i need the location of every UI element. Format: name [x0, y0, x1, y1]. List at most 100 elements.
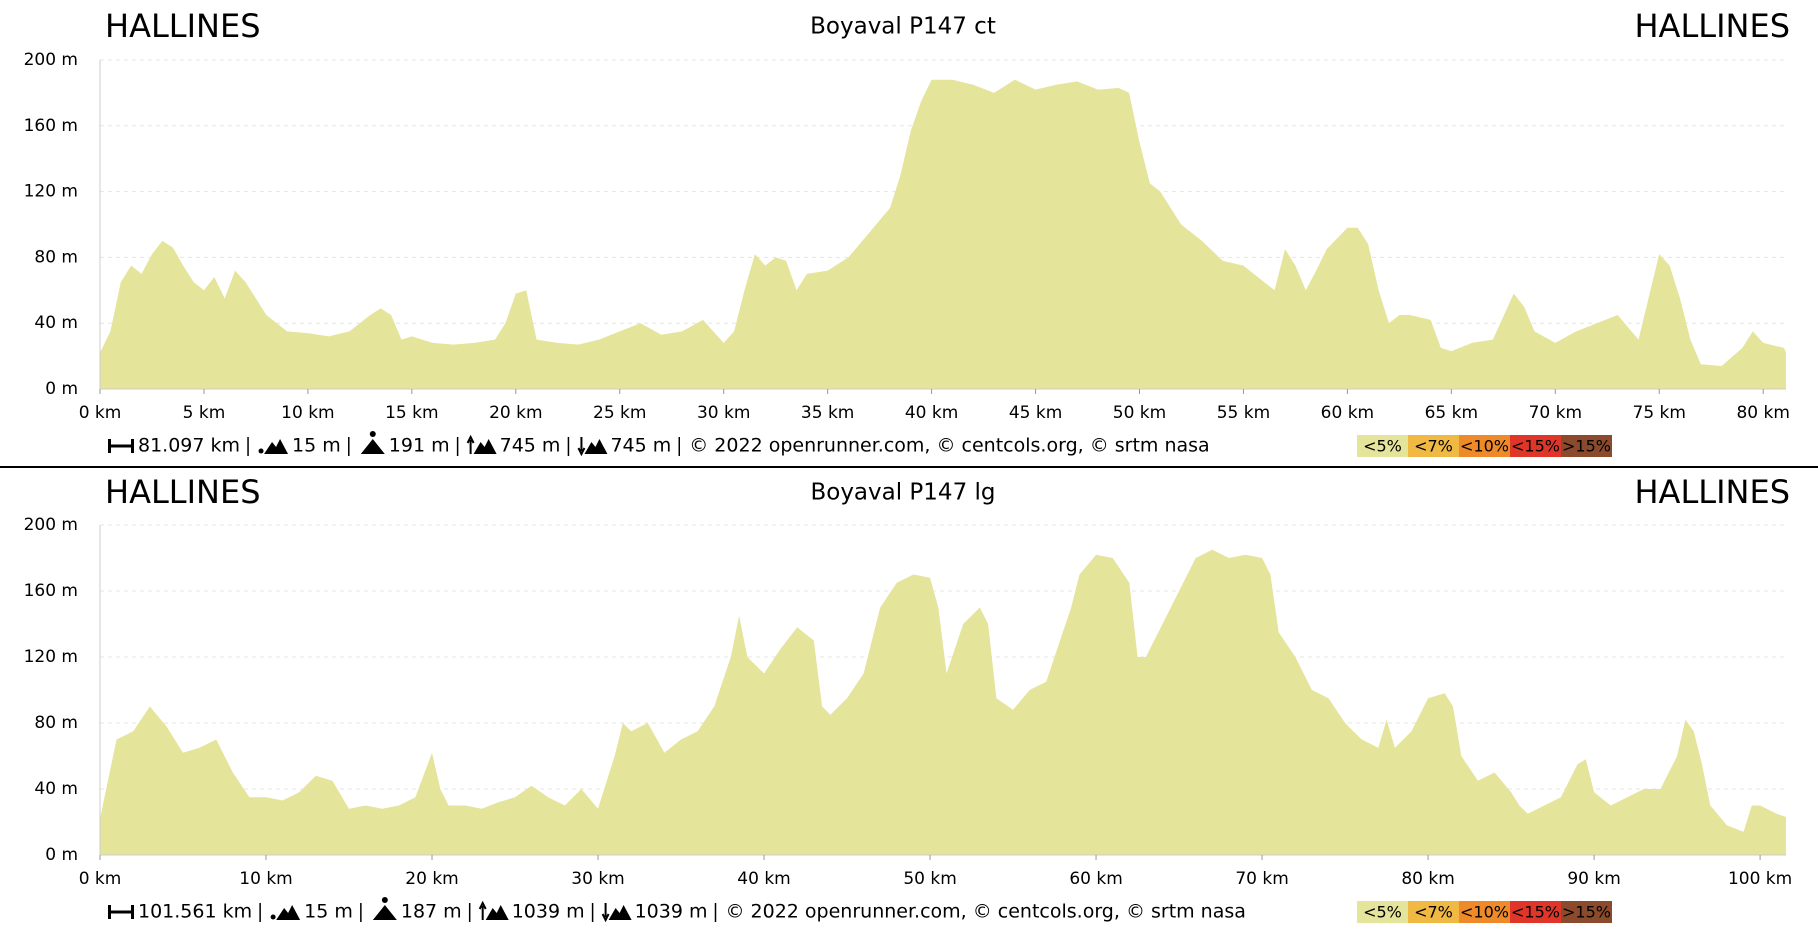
stat-max-elevation: 187 m: [401, 901, 462, 923]
legend-label: <7%: [1414, 903, 1453, 922]
x-tick-label: 5 km: [183, 403, 226, 423]
legend-label: <10%: [1460, 437, 1509, 456]
end-label: HALLINES: [1634, 7, 1790, 45]
x-tick-label: 50 km: [1113, 403, 1166, 423]
start-label: HALLINES: [105, 473, 261, 511]
legend-swatch: [1357, 901, 1408, 923]
legend-swatch: [1408, 901, 1459, 923]
stat-max-elevation: 191 m: [389, 435, 450, 457]
stat-ascent: 745 m: [500, 435, 561, 457]
end-label: HALLINES: [1634, 473, 1790, 511]
x-tick-label: 65 km: [1425, 403, 1478, 423]
legend-label: >15%: [1562, 437, 1611, 456]
x-tick-label: 90 km: [1567, 869, 1620, 889]
y-tick-label: 40 m: [34, 779, 78, 799]
x-tick-label: 80 km: [1736, 403, 1789, 423]
legend-label: <15%: [1511, 903, 1560, 922]
x-tick-label: 50 km: [903, 869, 956, 889]
y-tick-label: 160 m: [24, 116, 78, 136]
ascent-icon: [473, 439, 497, 454]
elevation-area: [100, 549, 1786, 855]
x-tick-label: 0 km: [79, 403, 122, 423]
ascent-icon: [466, 434, 475, 454]
legend-swatch: [1510, 901, 1561, 923]
y-tick-label: 80 m: [34, 247, 78, 267]
stat-min-elevation: 15 m: [292, 435, 341, 457]
max-icon: [360, 439, 385, 454]
legend-label: <10%: [1460, 903, 1509, 922]
stat-descent: 1039 m: [635, 901, 708, 923]
min-icon: [276, 905, 301, 920]
legend-label: <5%: [1363, 903, 1402, 922]
x-tick-label: 15 km: [385, 403, 438, 423]
x-tick-label: 45 km: [1009, 403, 1062, 423]
min-icon: [270, 914, 276, 920]
x-tick-label: 0 km: [79, 869, 122, 889]
ascent-icon: [485, 905, 509, 920]
x-tick-label: 60 km: [1321, 403, 1374, 423]
y-tick-label: 40 m: [34, 313, 78, 333]
x-tick-label: 10 km: [239, 869, 292, 889]
ascent-icon: [478, 900, 487, 920]
x-tick-label: 80 km: [1401, 869, 1454, 889]
legend-label: <15%: [1511, 437, 1560, 456]
descent-icon: [601, 903, 610, 923]
stat-descent: 745 m: [610, 435, 671, 457]
x-tick-label: 70 km: [1529, 403, 1582, 423]
max-icon: [381, 897, 388, 903]
descent-icon: [608, 905, 632, 920]
x-tick-label: 20 km: [489, 403, 542, 423]
descent-icon: [584, 439, 608, 454]
start-label: HALLINES: [105, 7, 261, 45]
stat-min-elevation: 15 m: [304, 901, 353, 923]
y-tick-label: 200 m: [24, 515, 78, 535]
y-tick-label: 120 m: [24, 647, 78, 667]
x-tick-label: 25 km: [593, 403, 646, 423]
y-tick-label: 120 m: [24, 182, 78, 202]
x-tick-label: 20 km: [405, 869, 458, 889]
descent-icon: [577, 437, 586, 457]
x-tick-label: 35 km: [801, 403, 854, 423]
stat-distance: 101.561 km: [138, 901, 252, 923]
max-icon: [369, 431, 376, 437]
legend-label: <5%: [1363, 437, 1402, 456]
y-tick-label: 200 m: [24, 50, 78, 70]
y-tick-label: 0 m: [45, 379, 78, 399]
chart-title: Boyaval P147 ct: [810, 14, 996, 40]
y-tick-label: 80 m: [34, 713, 78, 733]
legend-swatch: [1561, 901, 1612, 923]
x-tick-label: 40 km: [905, 403, 958, 423]
max-icon: [372, 905, 397, 920]
x-tick-label: 10 km: [281, 403, 334, 423]
elevation-area: [100, 79, 1786, 389]
legend-swatch: [1357, 435, 1408, 457]
y-tick-label: 0 m: [45, 845, 78, 865]
legend-swatch: [1561, 435, 1612, 457]
chart-title: Boyaval P147 lg: [810, 480, 995, 506]
min-icon: [264, 439, 289, 454]
distance-icon: [108, 910, 132, 914]
x-tick-label: 55 km: [1217, 403, 1270, 423]
stat-credits: © 2022 openrunner.com, © centcols.org, ©…: [726, 901, 1246, 923]
x-tick-label: 30 km: [571, 869, 624, 889]
x-tick-label: 30 km: [697, 403, 750, 423]
stat-distance: 81.097 km: [138, 435, 240, 457]
x-tick-label: 100 km: [1728, 869, 1792, 889]
legend-swatch: [1459, 435, 1510, 457]
x-tick-label: 60 km: [1069, 869, 1122, 889]
stat-ascent: 1039 m: [512, 901, 585, 923]
y-tick-label: 160 m: [24, 581, 78, 601]
x-tick-label: 70 km: [1235, 869, 1288, 889]
x-tick-label: 75 km: [1633, 403, 1686, 423]
distance-icon: [108, 444, 132, 448]
min-icon: [258, 448, 264, 454]
x-tick-label: 40 km: [737, 869, 790, 889]
distance-icon: [131, 439, 134, 453]
legend-swatch: [1459, 901, 1510, 923]
legend-swatch: [1408, 435, 1459, 457]
legend-label: <7%: [1414, 437, 1453, 456]
legend-label: >15%: [1562, 903, 1611, 922]
distance-icon: [131, 905, 134, 919]
legend-swatch: [1510, 435, 1561, 457]
